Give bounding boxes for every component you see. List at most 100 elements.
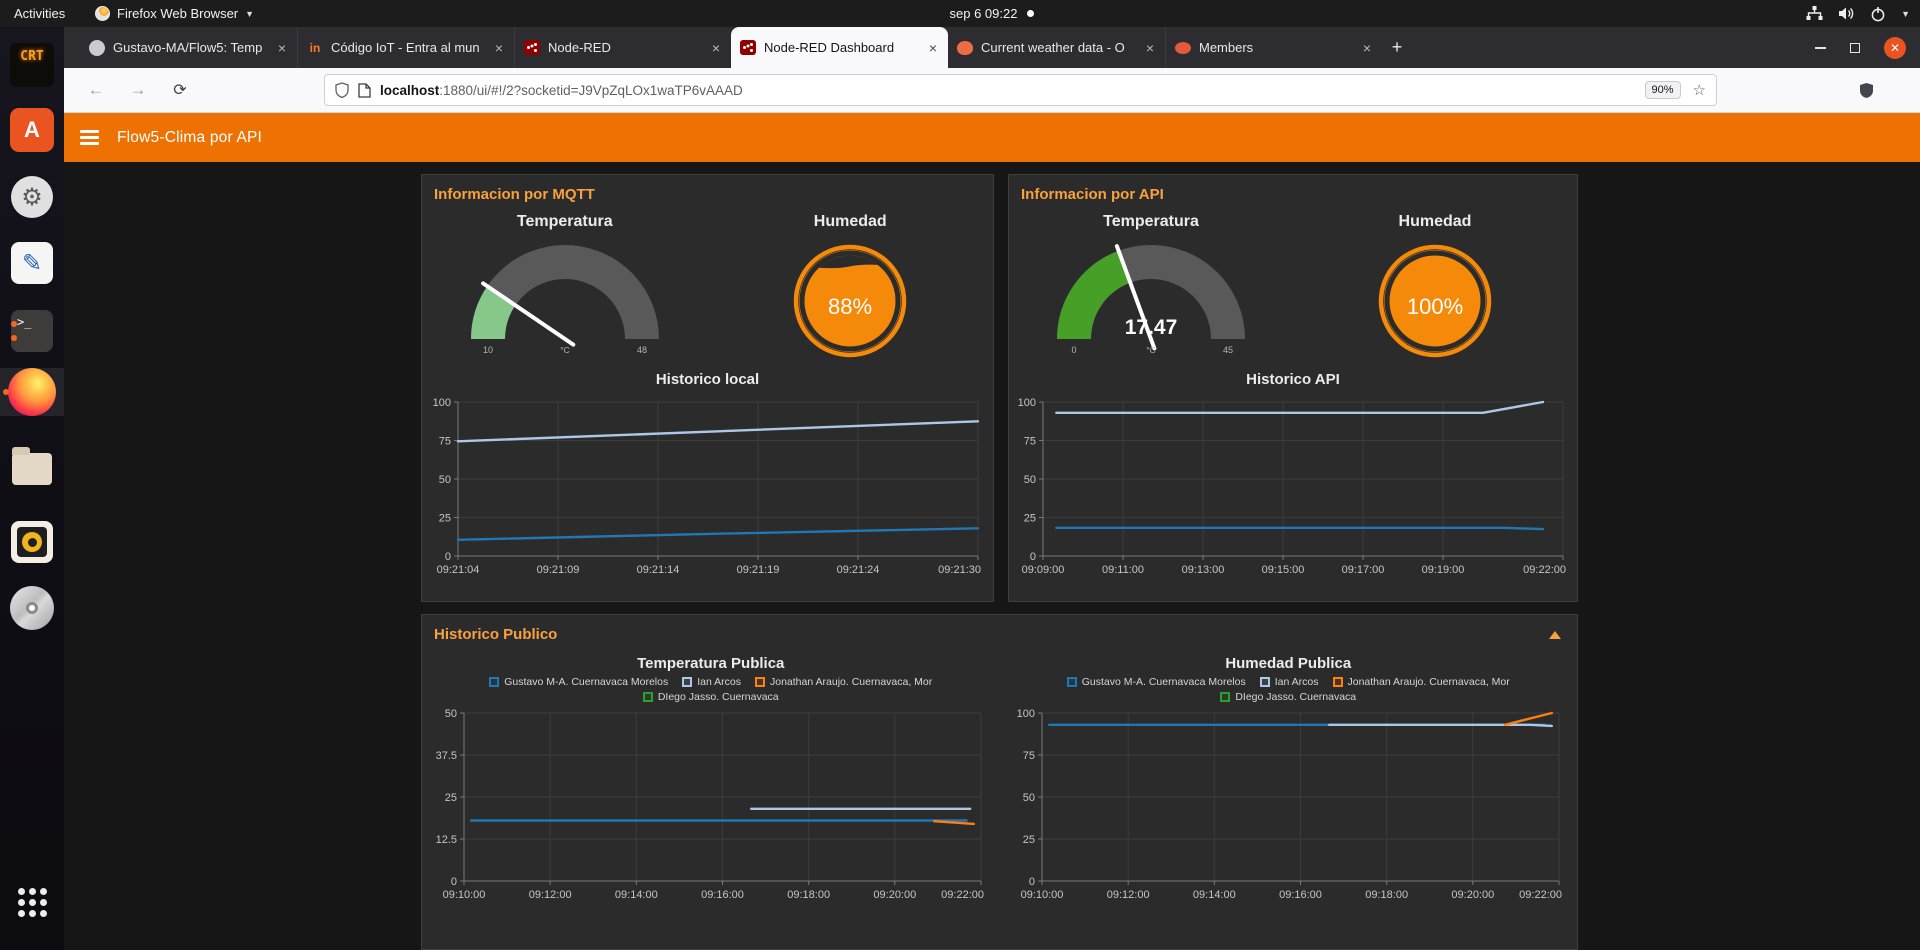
svg-text:09:22:00: 09:22:00	[1519, 889, 1562, 901]
browser-tab[interactable]: Members ×	[1165, 27, 1382, 68]
reload-button[interactable]: ⟳	[173, 82, 187, 99]
tab-close-icon[interactable]: ×	[711, 39, 720, 56]
widget-temperatura-publica: Temperatura Publica Gustavo M-A. Cuernav…	[422, 647, 1000, 909]
legend-label: DIego Jasso. Cuernavaca	[657, 691, 779, 703]
extension-shield-icon[interactable]	[1859, 82, 1874, 99]
dock-item-files-icon[interactable]	[8, 441, 56, 489]
gauge-title: Humedad	[813, 213, 887, 230]
legend-swatch-icon	[1066, 677, 1077, 687]
tab-close-icon[interactable]: ×	[928, 39, 937, 56]
tab-close-icon[interactable]: ×	[1145, 39, 1154, 56]
svg-text:10: 10	[483, 345, 493, 355]
notification-dot	[1027, 10, 1035, 17]
svg-text:100: 100	[1016, 708, 1034, 720]
tab-title: Código IoT - Entra al mun	[331, 40, 480, 55]
svg-text:09:18:00: 09:18:00	[1365, 889, 1408, 901]
legend-label: Jonathan Araujo. Cuernavaca, Mor	[770, 676, 933, 688]
legend-item[interactable]: DIego Jasso. Cuernavaca	[642, 691, 779, 703]
caret-down-icon: ▼	[1901, 8, 1910, 19]
zoom-level-badge[interactable]: 90%	[1644, 81, 1681, 99]
legend-label: DIego Jasso. Cuernavaca	[1235, 691, 1357, 703]
legend-label: Gustavo M-A. Cuernavaca Morelos	[1081, 676, 1246, 688]
legend-item[interactable]: Ian Arcos	[1259, 676, 1319, 688]
tab-close-icon[interactable]: ×	[277, 39, 286, 56]
forward-button[interactable]: →	[129, 80, 147, 99]
app-menu[interactable]: Firefox Web Browser ▼	[95, 0, 254, 27]
browser-toolbar: ← → ⟳ localhost:1880/ui/#!/2?socketid=J9…	[64, 68, 1920, 113]
close-button[interactable]: ✕	[1884, 36, 1906, 59]
chart-legend: Gustavo M-A. Cuernavaca Morelos Ian Arcos…	[1016, 676, 1561, 703]
legend-swatch-icon	[682, 677, 693, 687]
legend-swatch-icon	[1332, 677, 1343, 687]
menu-burger-icon[interactable]	[80, 130, 99, 145]
svg-text:09:21:30: 09:21:30	[938, 564, 981, 576]
svg-text:09:20:00: 09:20:00	[1451, 889, 1494, 901]
url-path: :1880/ui/#!/2?socketid=J9VpZqLOx1waTP6vA…	[439, 82, 743, 98]
dock-item-text-editor-icon[interactable]: ✎	[8, 239, 56, 287]
widget-humedad-api: Humedad 100%	[1293, 207, 1577, 363]
url-bar[interactable]: localhost:1880/ui/#!/2?socketid=J9VpZqLO…	[324, 74, 1717, 106]
legend-item[interactable]: Ian Arcos	[682, 676, 741, 688]
legend-item[interactable]: Jonathan Araujo. Cuernavaca, Mor	[755, 676, 932, 688]
svg-text:09:12:00: 09:12:00	[529, 889, 572, 901]
widget-humedad-publica: Humedad Publica Gustavo M-A. Cuernavaca …	[1000, 647, 1578, 909]
tab-close-icon[interactable]: ×	[494, 39, 503, 56]
legend-item[interactable]: Gustavo M-A. Cuernavaca Morelos	[1066, 676, 1246, 688]
dock-item-cool-retro-term-icon[interactable]: CRT	[8, 41, 56, 89]
svg-text:25: 25	[438, 513, 450, 525]
svg-text:09:22:00: 09:22:00	[1523, 564, 1566, 576]
legend-item[interactable]: Gustavo M-A. Cuernavaca Morelos	[489, 676, 668, 688]
collapse-caret-up-icon[interactable]	[1549, 631, 1561, 639]
browser-tab[interactable]: in Código IoT - Entra al mun ×	[297, 27, 514, 68]
minimize-button[interactable]	[1815, 46, 1826, 49]
legend-item[interactable]: Jonathan Araujo. Cuernavaca, Mor	[1332, 676, 1510, 688]
browser-tab[interactable]: Gustavo-MA/Flow5: Temp ×	[80, 27, 297, 68]
dock-item-show-applications-icon[interactable]	[8, 878, 56, 926]
temperatura-publica-chart: 0 12.5 25 37.5 50 09:10:00 09:12:00 09:14:00 09:…	[436, 708, 984, 901]
bookmark-star-icon[interactable]: ☆	[1692, 82, 1706, 99]
dock-item-rhythmbox-icon[interactable]	[8, 518, 56, 566]
svg-text:09:17:00: 09:17:00	[1342, 564, 1385, 576]
page-info-icon[interactable]	[358, 82, 371, 98]
svg-text:50: 50	[445, 708, 457, 720]
restore-button[interactable]	[1850, 42, 1860, 53]
dock-item-firefox-icon[interactable]	[0, 368, 64, 416]
svg-text:37.5: 37.5	[436, 750, 457, 762]
temperature-gauge: 17.47 0 45 °C	[1057, 244, 1245, 355]
svg-text:17.47: 17.47	[1125, 316, 1178, 339]
group-title: Informacion por MQTT	[434, 186, 595, 203]
legend-swatch-icon	[1259, 677, 1270, 687]
group-informacion-por-api: Informacion por API Temperatura 17.47 0 45…	[1008, 174, 1578, 602]
chart-title: Humedad Publica	[1225, 655, 1352, 672]
dock-item-disc-icon[interactable]	[8, 584, 56, 632]
svg-text:09:21:14: 09:21:14	[636, 564, 679, 576]
dock-item-ubuntu-software-icon[interactable]: A	[8, 106, 56, 154]
svg-text:09:21:24: 09:21:24	[836, 564, 879, 576]
svg-text:09:19:00: 09:19:00	[1422, 564, 1465, 576]
humidity-donut-gauge: 88%	[794, 244, 907, 358]
chart-title: Historico local	[655, 371, 760, 388]
svg-text:09:09:00: 09:09:00	[1022, 564, 1065, 576]
dock-item-terminal-icon[interactable]: >_	[8, 307, 56, 355]
svg-text:0: 0	[444, 551, 450, 563]
chart-title: Temperatura Publica	[637, 655, 785, 672]
new-tab-button[interactable]: +	[1391, 37, 1403, 57]
svg-text:50: 50	[438, 474, 450, 486]
system-tray[interactable]: ▼	[1806, 0, 1910, 27]
dock-item-settings-icon[interactable]: ⚙	[8, 173, 56, 221]
browser-tab[interactable]: Current weather data - O ×	[948, 27, 1165, 68]
tab-close-icon[interactable]: ×	[1362, 39, 1371, 56]
svg-text:100%: 100%	[1407, 294, 1463, 319]
window-controls: ✕	[1815, 27, 1906, 68]
activities-button[interactable]: Activities	[14, 6, 66, 21]
legend-item[interactable]: DIego Jasso. Cuernavaca	[1220, 691, 1356, 703]
back-button[interactable]: ←	[87, 80, 105, 99]
browser-tab[interactable]: Node-RED ×	[514, 27, 731, 68]
firefox-mini-icon	[95, 6, 110, 21]
tab-title: Node-RED Dashboard	[764, 40, 895, 55]
legend-swatch-icon	[642, 692, 653, 702]
browser-tab[interactable]: Node-RED Dashboard ×	[731, 27, 948, 68]
svg-text:25: 25	[1024, 513, 1036, 525]
chart-legend: Gustavo M-A. Cuernavaca Morelos Ian Arcos…	[438, 676, 983, 703]
clock-area[interactable]: sep 6 09:22	[64, 0, 1920, 27]
